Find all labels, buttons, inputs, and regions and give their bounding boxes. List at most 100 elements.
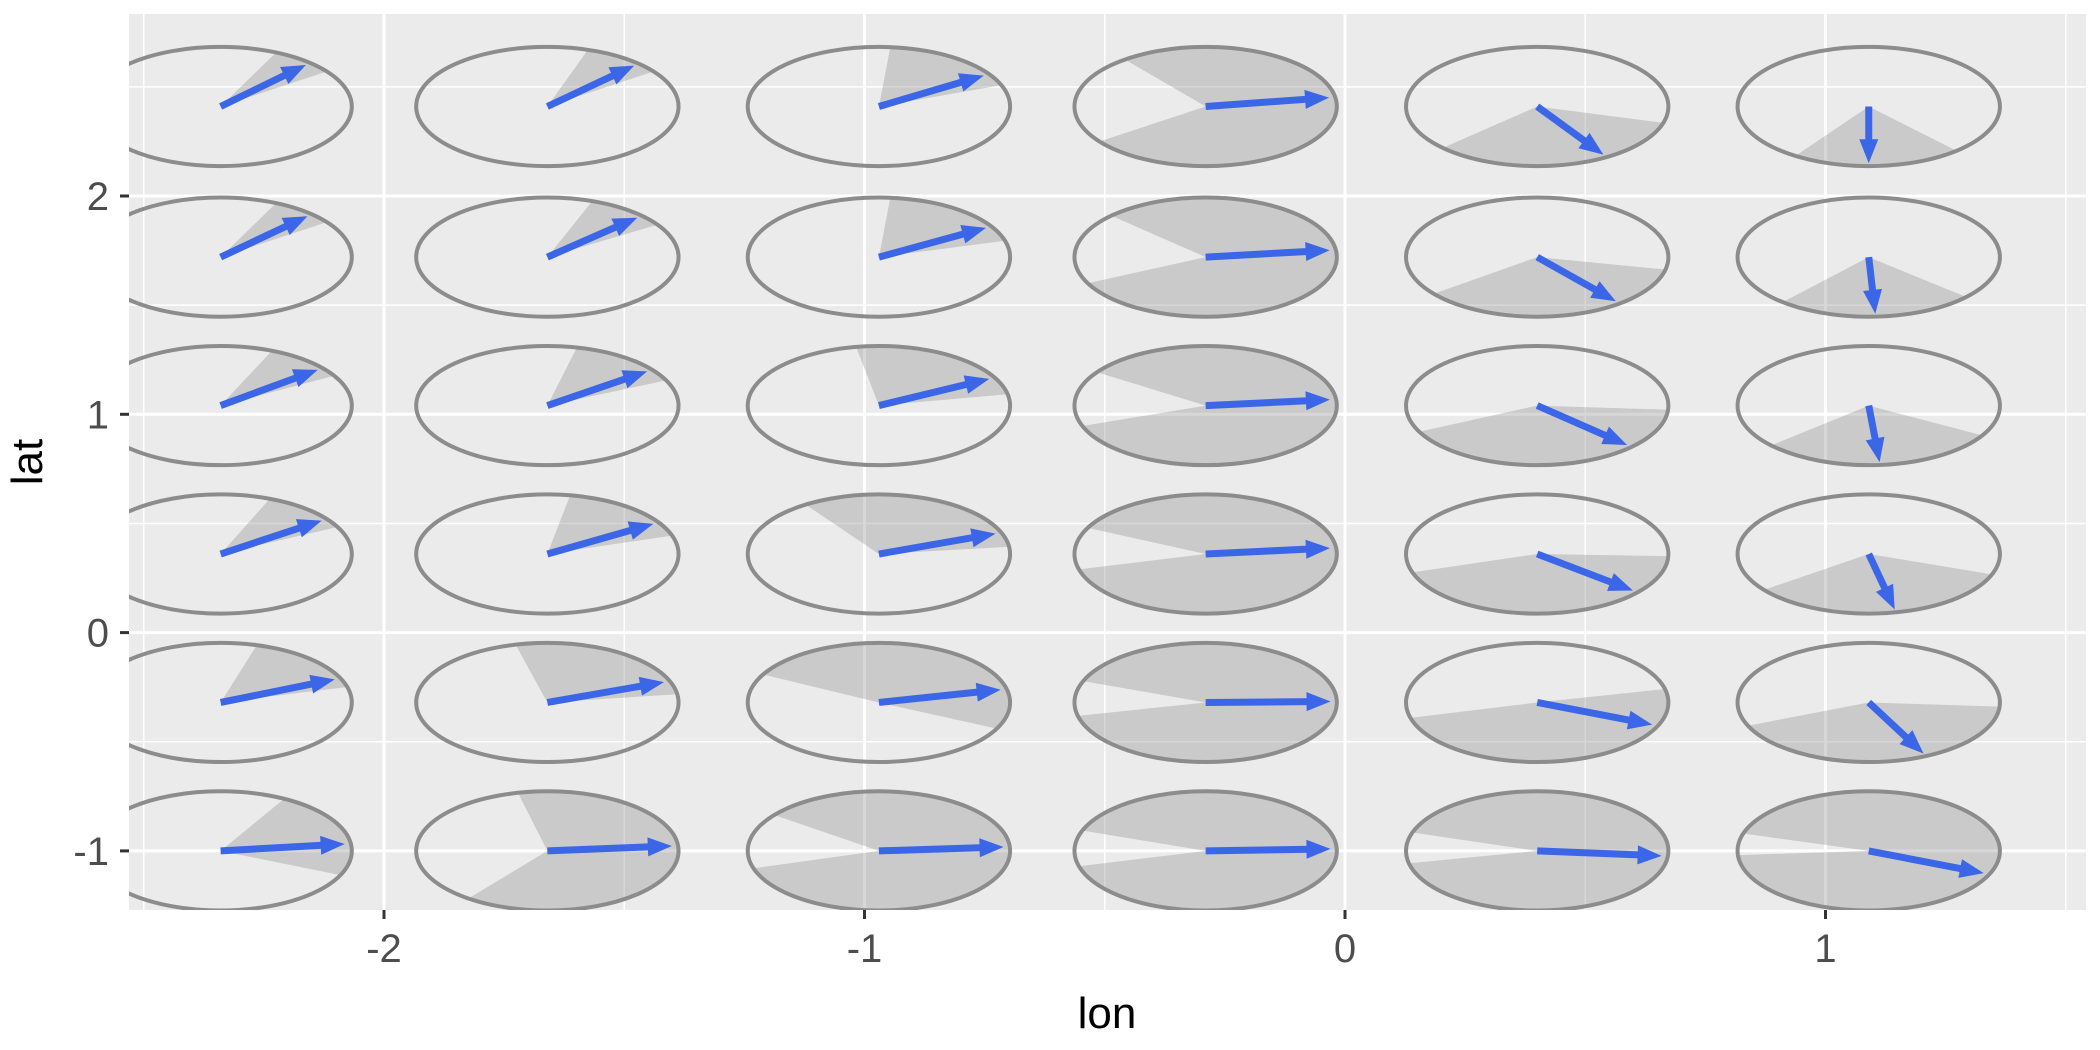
x-tick-label: 1: [1814, 927, 1836, 971]
uncertainty-wedge: [1764, 554, 1992, 614]
glyph-circle: [1404, 789, 1671, 910]
arrow-head: [1590, 281, 1616, 302]
direction-arrow: [1865, 552, 1895, 610]
glyph-circle: [745, 640, 1013, 765]
x-axis-tick-labels: -2 -1 0 1: [366, 927, 1836, 971]
direction-arrow: [878, 838, 1004, 858]
glyph-circle: [1072, 789, 1339, 910]
glyph-circle: [1072, 195, 1339, 319]
uncertainty-wedge: [1795, 106, 1957, 167]
arrow-head: [295, 519, 322, 538]
glyph-r1c6: [1735, 44, 2002, 169]
glyph-r5c5: [1404, 640, 1671, 765]
arrow-head: [1859, 139, 1879, 164]
arrow-head: [280, 64, 306, 85]
direction-arrow: [1535, 254, 1616, 302]
glyph-r3c1: [129, 343, 354, 468]
glyph-r1c3: [745, 44, 1013, 169]
glyph-r4c2: [414, 492, 681, 616]
glyph-circle: [129, 343, 354, 468]
uncertainty-wedge: [547, 495, 673, 555]
arrow-head: [627, 521, 654, 540]
arrow-shaft: [878, 380, 971, 409]
glyph-r5c6: [1735, 640, 2002, 765]
arrow-shaft: [878, 533, 977, 558]
arrow-shaft: [878, 844, 984, 855]
arrow-shaft: [220, 841, 325, 855]
plot-panel: [129, 14, 2086, 910]
glyph-circle: [745, 789, 1013, 910]
direction-arrow: [1866, 699, 1924, 754]
arrow-head: [1899, 730, 1924, 754]
direction-arrow: [547, 837, 672, 857]
arrow-head: [1578, 132, 1604, 155]
arrow-head: [309, 674, 335, 694]
glyph-circle: [1072, 640, 1339, 765]
glyph-circle: [1072, 44, 1339, 169]
arrow-shaft: [1866, 699, 1912, 743]
arrow-shaft: [1868, 847, 1965, 873]
glyph-circle: [745, 195, 1013, 319]
x-tick-label: -1: [847, 927, 883, 971]
glyph-r5c2: [414, 640, 681, 765]
glyph-r2c3: [745, 195, 1013, 319]
arrow-head: [963, 375, 990, 394]
glyph-circle: [414, 44, 681, 169]
glyph-circle: [129, 195, 354, 319]
glyph-r6c2: [414, 789, 681, 910]
direction-arrow: [1868, 847, 1984, 878]
arrow-head: [970, 528, 996, 548]
arrow-shaft: [877, 229, 968, 261]
glyph-circle: [1735, 195, 2002, 319]
glyph-circle: [129, 492, 354, 616]
y-tick-label: 2: [87, 175, 109, 219]
glyph-circle: [414, 789, 681, 910]
y-tick-label: -1: [73, 830, 109, 874]
arrow-head: [1601, 426, 1628, 445]
arrow-shaft: [1865, 552, 1890, 593]
y-axis-tick-labels: 2 1 0 -1: [73, 175, 109, 874]
arrow-head: [638, 676, 665, 696]
direction-arrow: [546, 676, 665, 706]
x-tick-label: -2: [366, 927, 402, 971]
arrow-shaft: [219, 373, 301, 409]
direction-arrow: [219, 369, 318, 409]
y-tick-label: 1: [87, 393, 109, 437]
direction-arrow: [1205, 839, 1331, 859]
uncertainty-wedge: [1433, 257, 1666, 317]
direction-arrow: [877, 225, 987, 261]
direction-arrow: [545, 217, 638, 261]
arrow-head: [1863, 288, 1882, 314]
arrow-shaft: [1535, 254, 1601, 295]
arrow-shaft: [1536, 699, 1634, 725]
glyph-r4c1: [129, 492, 354, 616]
arrow-shaft: [219, 221, 291, 261]
glyph-circle: [129, 640, 354, 765]
glyph-circle: [1072, 492, 1339, 616]
arrow-shaft: [546, 682, 645, 706]
arrow-head: [1305, 242, 1330, 262]
arrow-shaft: [1535, 103, 1590, 146]
glyph-r4c4: [1072, 492, 1339, 616]
glyph-r3c4: [1072, 343, 1339, 468]
axis-tick-marks: [120, 194, 1827, 919]
arrow-head: [1865, 436, 1885, 463]
glyph-circle: [129, 44, 354, 169]
arrow-shaft: [877, 77, 966, 110]
glyph-circle: [1404, 492, 1671, 616]
arrow-shaft: [546, 526, 636, 558]
arrow-head: [611, 217, 638, 237]
direction-arrow: [878, 682, 1001, 706]
glyph-circle: [129, 789, 354, 910]
arrow-head: [1306, 839, 1331, 859]
glyph-r1c5: [1404, 44, 1671, 169]
arrow-shaft: [1205, 247, 1310, 261]
arrow-head: [1626, 710, 1653, 730]
direction-arrow: [219, 216, 308, 261]
glyph-circle: [1404, 343, 1671, 468]
arrow-shaft: [1865, 404, 1880, 444]
direction-arrow: [878, 375, 990, 409]
uncertainty-wedge: [220, 498, 338, 555]
